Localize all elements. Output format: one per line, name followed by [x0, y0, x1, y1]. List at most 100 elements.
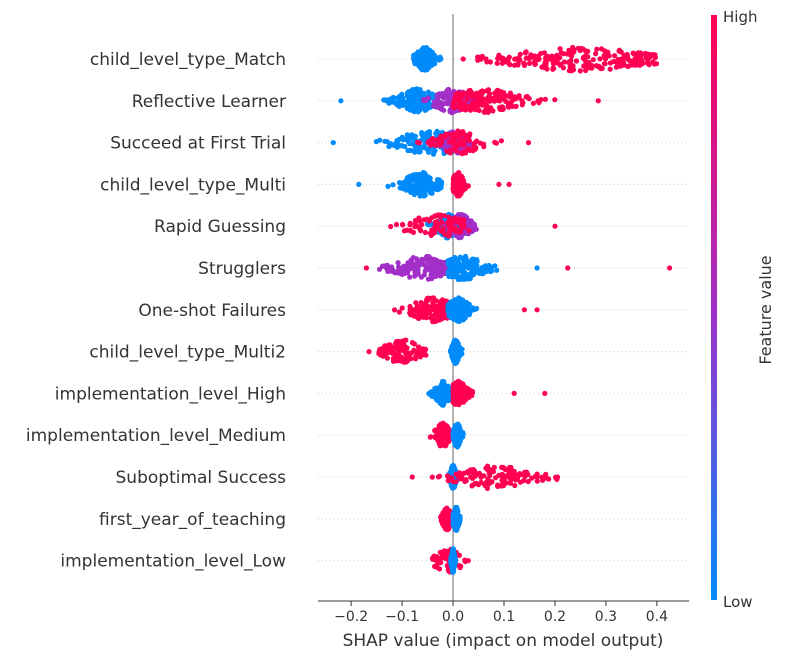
shap-point [440, 379, 446, 385]
shap-point [498, 90, 505, 96]
shap-point [408, 264, 414, 270]
shap-point [437, 214, 443, 220]
shap-point [457, 470, 463, 476]
shap-point [404, 345, 410, 351]
shap-point [417, 226, 423, 233]
shap-point [534, 265, 540, 271]
shap-point [450, 258, 456, 264]
shap-point [492, 263, 498, 269]
shap-point [542, 96, 549, 102]
shap-point [445, 131, 451, 137]
shap-point [523, 49, 529, 55]
shap-point [453, 313, 459, 319]
feature-label: implementation_level_Low [60, 552, 286, 572]
shap-point [438, 266, 444, 272]
x-ticks: −0.2 −0.1 0.0 0.1 0.2 0.3 0.4 [334, 601, 668, 625]
shap-point [429, 474, 435, 480]
shap-point [462, 270, 468, 276]
shap-point [402, 143, 408, 150]
shap-point [483, 269, 489, 275]
shap-point [421, 98, 427, 104]
shap-point [396, 352, 402, 358]
shap-point [494, 60, 500, 66]
shap-point [422, 192, 428, 198]
feature-label: child_level_type_Multi [100, 175, 286, 195]
shap-point [450, 381, 457, 387]
shap-point [421, 301, 427, 307]
shap-point [493, 89, 499, 96]
shap-point [534, 478, 540, 484]
shap-point [462, 150, 469, 156]
shap-point [425, 303, 431, 309]
shap-point [434, 385, 440, 391]
shap-point [401, 183, 407, 189]
shap-point [495, 55, 501, 62]
shap-point [413, 60, 419, 66]
x-tick-label: −0.2 [334, 609, 368, 625]
shap-point [475, 471, 481, 477]
shap-point [453, 306, 459, 312]
shap-point [458, 476, 464, 482]
shap-point [415, 87, 421, 93]
shap-point [400, 222, 406, 228]
shap-point [424, 297, 430, 303]
shap-point [456, 212, 462, 218]
shap-point [427, 264, 433, 270]
shap-point [462, 213, 468, 219]
shap-point [543, 55, 549, 62]
shap-point [499, 104, 505, 110]
shap-point [415, 344, 422, 350]
shap-point [441, 552, 447, 558]
shap-point [452, 178, 458, 184]
shap-point [441, 314, 447, 320]
feature-label: One-shot Failures [138, 301, 286, 321]
shap-point [471, 143, 477, 149]
shap-point [446, 214, 452, 220]
shap-point [441, 107, 447, 113]
shap-point [385, 183, 391, 189]
shap-point [506, 181, 512, 187]
shap-point [485, 109, 491, 115]
shap-point [652, 54, 659, 61]
shap-point [430, 137, 436, 143]
shap-point [424, 216, 430, 222]
shap-point [465, 558, 471, 564]
shap-point [462, 107, 469, 113]
shap-point [458, 346, 464, 352]
shap-point [528, 53, 535, 59]
shap-point [445, 260, 451, 266]
shap-point [482, 263, 489, 269]
shap-point [434, 564, 440, 570]
shap-point [432, 318, 438, 325]
shap-point [636, 50, 642, 56]
shap-point [384, 355, 390, 361]
shap-point [543, 475, 550, 481]
shap-point [557, 46, 563, 52]
shap-point [552, 223, 558, 229]
shap-point [565, 265, 571, 271]
shap-point [594, 46, 600, 52]
shap-point [430, 556, 436, 563]
shap-point [411, 148, 417, 154]
points-layer [330, 44, 673, 575]
shap-point [400, 338, 406, 344]
shap-point [437, 443, 443, 449]
shap-point [464, 90, 470, 96]
shap-point [442, 441, 448, 447]
shap-point [424, 64, 430, 70]
shap-point [428, 295, 435, 301]
shap-point [416, 140, 422, 146]
shap-point [454, 425, 460, 431]
shap-point [450, 514, 456, 520]
shap-point [496, 181, 502, 187]
shap-point [424, 50, 430, 57]
shap-point [487, 268, 493, 275]
shap-point [465, 265, 471, 271]
shap-point [481, 481, 487, 487]
shap-point [460, 90, 466, 96]
shap-point [472, 306, 478, 312]
shap-point [391, 345, 397, 351]
shap-point [416, 149, 422, 155]
shap-point [427, 188, 433, 194]
shap-point [466, 132, 473, 138]
